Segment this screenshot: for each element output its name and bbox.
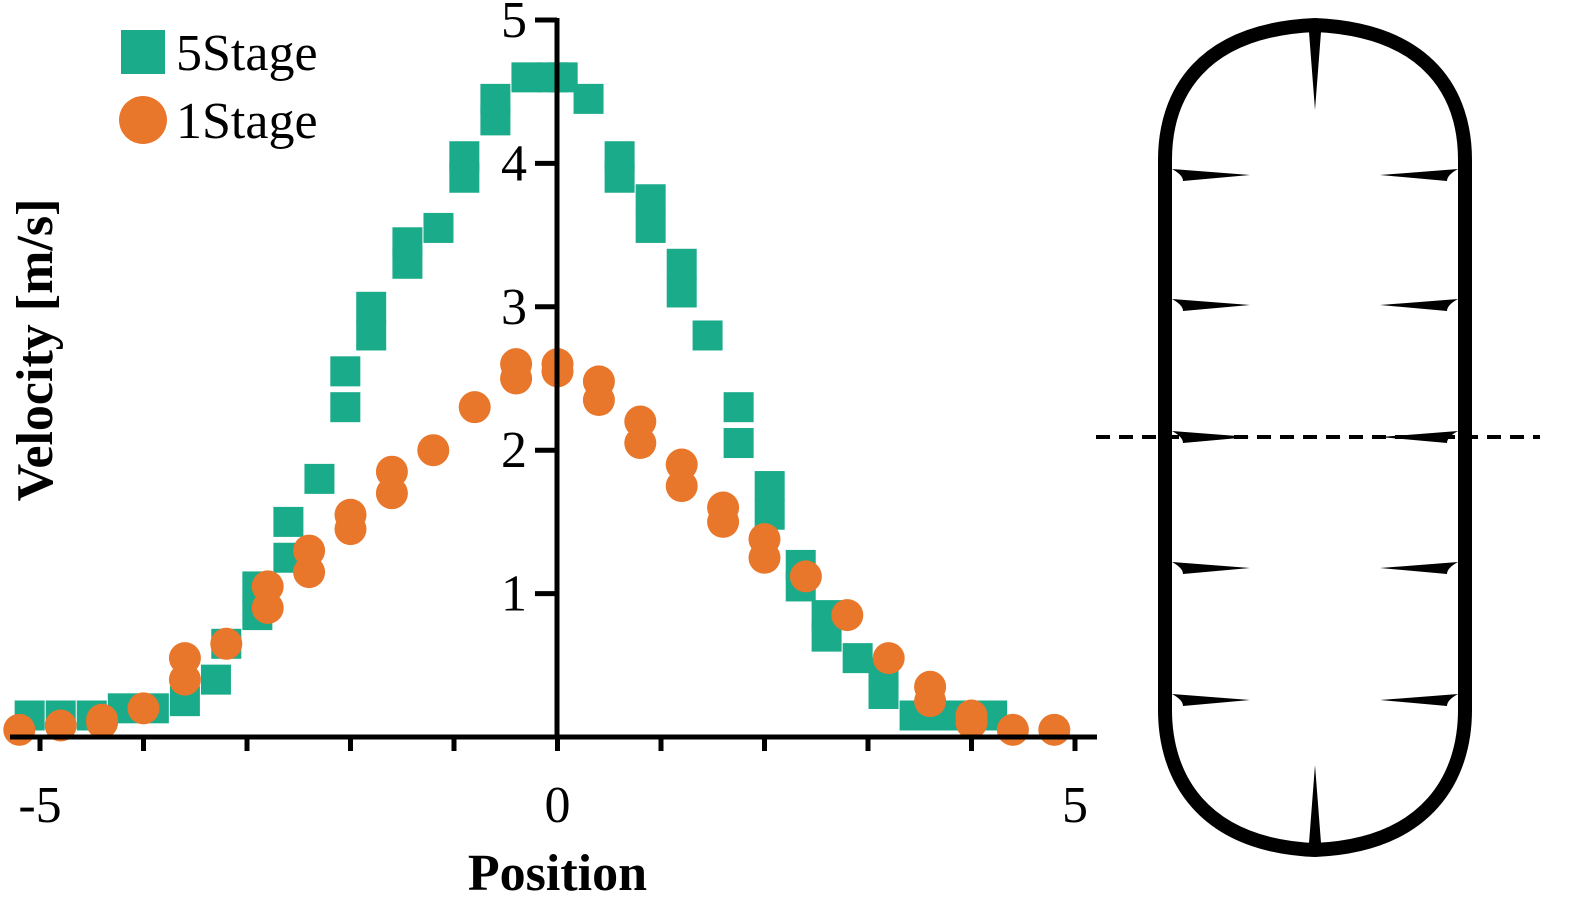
y-tick-label-0: 1 [501, 566, 527, 623]
legend-label-5stage: 5Stage [176, 25, 318, 82]
point-1stage-19 [500, 348, 533, 381]
point-5stage-26 [547, 62, 578, 93]
partition-right-4 [1380, 694, 1458, 706]
point-5stage-11 [273, 506, 304, 537]
point-5stage-35 [723, 428, 754, 459]
point-5stage-6 [200, 664, 231, 695]
legend-marker-5stage [121, 30, 165, 74]
point-5stage-30 [635, 212, 666, 243]
point-5stage-29 [604, 141, 635, 172]
point-5stage-18 [392, 227, 423, 258]
data-marks [3, 62, 1071, 746]
point-5stage-34 [692, 320, 723, 351]
x-axis-title: Position [468, 845, 647, 900]
point-5stage-33 [666, 248, 697, 279]
point-5stage-36 [723, 392, 754, 423]
point-1stage-32 [789, 560, 822, 593]
point-1stage-39 [996, 713, 1029, 746]
partition-right-1 [1380, 299, 1458, 311]
point-5stage-21 [449, 141, 480, 172]
top-nub [1309, 32, 1321, 110]
point-5stage-15 [356, 320, 387, 351]
point-1stage-16 [417, 434, 450, 467]
point-5stage-24 [511, 62, 542, 93]
point-1stage-9 [251, 570, 284, 603]
point-5stage-27 [573, 83, 604, 114]
point-5stage-19 [423, 212, 454, 243]
point-5stage-12 [304, 463, 335, 494]
point-1stage-7 [210, 627, 243, 660]
point-1stage-17 [458, 391, 491, 424]
point-1stage-11 [293, 534, 326, 567]
legend-label-1stage: 1Stage [176, 93, 318, 150]
y-tick-label-4: 5 [501, 0, 527, 49]
point-1stage-1 [44, 709, 77, 742]
axes: -5 0 5 1 2 3 4 5 [10, 0, 1097, 834]
x-tick-label-2: 5 [1062, 777, 1088, 834]
y-axis-title: Velocity [m/s] [7, 199, 64, 502]
x-tick-label-0: -5 [18, 777, 61, 834]
partition-left-3 [1172, 562, 1250, 574]
x-tick-label-1: 0 [545, 777, 571, 834]
partition-left-1 [1172, 299, 1250, 311]
partition-right-3 [1380, 562, 1458, 574]
point-5stage-14 [330, 356, 361, 387]
point-5stage-23 [480, 83, 511, 114]
point-5stage-16 [356, 291, 387, 322]
point-1stage-15 [375, 455, 408, 488]
point-1stage-38 [955, 699, 988, 732]
point-1stage-0 [3, 713, 36, 746]
capsule-schematic [1096, 17, 1540, 858]
point-1stage-36 [914, 670, 947, 703]
legend: 5Stage 1Stage [119, 25, 318, 150]
partition-left-4 [1172, 694, 1250, 706]
y-tick-label-1: 2 [501, 422, 527, 479]
point-1stage-23 [582, 365, 615, 398]
point-5stage-43 [842, 643, 873, 674]
point-5stage-32 [666, 277, 697, 308]
partition-right-0 [1380, 169, 1458, 181]
point-5stage-31 [635, 184, 666, 215]
y-tick-label-2: 3 [501, 279, 527, 336]
point-1stage-25 [624, 405, 657, 438]
point-1stage-29 [707, 491, 740, 524]
point-1stage-34 [872, 642, 905, 675]
point-5stage-38 [754, 471, 785, 502]
point-1stage-40 [1038, 713, 1071, 746]
point-1stage-6 [168, 642, 201, 675]
y-tick-label-3: 4 [501, 135, 527, 192]
legend-marker-1stage [119, 96, 167, 144]
point-1stage-31 [748, 523, 781, 556]
point-1stage-3 [86, 706, 119, 739]
point-1stage-27 [665, 448, 698, 481]
point-5stage-13 [330, 392, 361, 423]
point-1stage-33 [831, 599, 864, 632]
bottom-nub [1309, 765, 1321, 843]
point-1stage-4 [127, 692, 160, 725]
partition-left-0 [1172, 169, 1250, 181]
capsule-outline [1158, 17, 1472, 858]
point-1stage-13 [334, 498, 367, 531]
